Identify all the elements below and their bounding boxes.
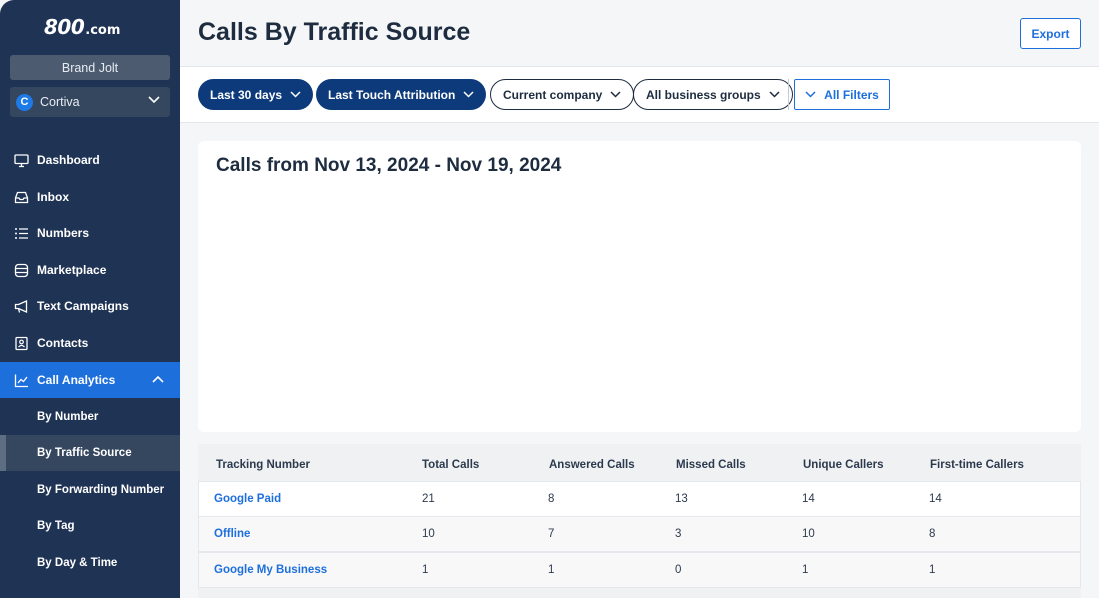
unique-callers-cell: 1	[802, 564, 809, 576]
total-calls-cell: 10	[422, 528, 435, 540]
megaphone-icon	[14, 300, 28, 313]
sidebar: 800 .com Brand Jolt C Cortiva Dashboard …	[0, 0, 180, 598]
first-time-callers-cell: 1	[929, 564, 936, 576]
sub-nav-label: By Number	[37, 411, 99, 423]
nav-item-marketplace[interactable]: Marketplace	[0, 252, 180, 288]
logo-main: 800	[44, 15, 85, 39]
answered-calls-cell: 7	[548, 528, 555, 540]
column-header[interactable]: Tracking Number	[216, 459, 310, 471]
table-row: Google My Business 1 1 0 1 1	[198, 552, 1081, 588]
logo-suffix: .com	[85, 23, 121, 38]
tracking-number-link[interactable]: Google My Business	[214, 564, 328, 576]
nav-item-numbers[interactable]: Numbers	[0, 215, 180, 251]
sub-nav-by-tag[interactable]: By Tag	[0, 508, 180, 544]
column-header[interactable]: Answered Calls	[549, 459, 635, 471]
company-avatar: C	[16, 93, 33, 111]
sub-nav-label: By Traffic Source	[37, 447, 132, 459]
sub-nav-by-forwarding-number[interactable]: By Forwarding Number	[0, 472, 180, 508]
page-header: Calls By Traffic Source Export	[180, 0, 1099, 67]
inbox-icon	[14, 191, 29, 204]
brand-selector[interactable]: Brand Jolt	[10, 55, 170, 80]
nav-label: Numbers	[37, 226, 90, 240]
unique-callers-cell: 14	[802, 493, 815, 505]
missed-calls-cell: 3	[675, 528, 682, 540]
table-row: Offline 10 7 3 10 8	[198, 516, 1081, 552]
first-time-callers-cell: 14	[929, 493, 942, 505]
attribution-filter[interactable]: Last Touch Attribution	[316, 79, 487, 110]
nav-label: Dashboard	[37, 153, 100, 167]
sub-nav-label: By Day & Time	[37, 557, 118, 569]
chevron-down-icon	[805, 91, 816, 98]
sub-nav-by-number[interactable]: By Number	[0, 399, 180, 435]
tracking-number-link[interactable]: Google Paid	[214, 493, 282, 505]
column-header[interactable]: Total Calls	[422, 459, 480, 471]
sub-nav-by-traffic-source[interactable]: By Traffic Source	[0, 435, 180, 471]
all-filters-label: All Filters	[824, 87, 879, 102]
list-icon	[15, 228, 28, 239]
nav-label: Marketplace	[37, 263, 107, 277]
chevron-down-icon	[290, 91, 301, 98]
attribution-label: Last Touch Attribution	[328, 87, 456, 102]
business-groups-filter[interactable]: All business groups	[633, 79, 793, 110]
answered-calls-cell: 8	[548, 493, 555, 505]
sub-nav-label: By Tag	[37, 520, 75, 532]
sub-nav-label: By Forwarding Number	[37, 484, 165, 496]
nav-label: Contacts	[37, 336, 89, 350]
filter-bar: Last 30 days Last Touch Attribution Curr…	[180, 67, 1099, 123]
column-header[interactable]: Missed Calls	[676, 459, 746, 471]
brand-label: Brand Jolt	[61, 60, 119, 75]
chart-title: Calls from Nov 13, 2024 - Nov 19, 2024	[216, 155, 562, 176]
database-icon	[14, 263, 29, 278]
company-filter[interactable]: Current company	[490, 79, 635, 110]
first-time-callers-cell: 8	[929, 528, 936, 540]
chevron-down-icon	[769, 91, 780, 98]
total-calls-cell: 21	[422, 493, 435, 505]
chevron-down-icon	[463, 91, 474, 98]
column-header[interactable]: Unique Callers	[803, 459, 884, 471]
traffic-source-table: Tracking Number Total Calls Answered Cal…	[198, 444, 1081, 598]
sub-nav-by-day-time[interactable]: By Day & Time	[0, 545, 180, 581]
date-range-filter[interactable]: Last 30 days	[198, 79, 314, 110]
export-button[interactable]: Export	[1020, 18, 1081, 49]
total-calls-cell: 1	[422, 564, 429, 576]
all-filters-button[interactable]: All Filters	[794, 79, 890, 110]
nav-item-call-analytics[interactable]: Call Analytics	[0, 362, 180, 398]
nav-label: Inbox	[37, 190, 69, 204]
chevron-up-icon[interactable]	[152, 375, 164, 383]
filter-divider	[788, 79, 789, 110]
chevron-down-icon	[610, 91, 621, 98]
company-name: Cortiva	[40, 95, 80, 109]
monitor-icon	[14, 154, 29, 168]
chevron-down-icon	[148, 96, 160, 104]
company-filter-label: Current company	[503, 87, 603, 102]
nav-label: Text Campaigns	[37, 299, 129, 313]
nav-item-dashboard[interactable]: Dashboard	[0, 142, 180, 178]
column-header[interactable]: First-time Callers	[930, 459, 1024, 471]
nav-item-inbox[interactable]: Inbox	[0, 179, 180, 215]
nav-item-text-campaigns[interactable]: Text Campaigns	[0, 288, 180, 324]
line-chart-icon	[14, 374, 28, 388]
company-selector[interactable]: C Cortiva	[10, 87, 170, 117]
date-range-label: Last 30 days	[210, 87, 283, 102]
missed-calls-cell: 0	[675, 564, 682, 576]
logo[interactable]: 800 .com	[44, 15, 136, 41]
nav-item-contacts[interactable]: Contacts	[0, 325, 180, 361]
unique-callers-cell: 10	[802, 528, 815, 540]
calls-chart-card: Calls from Nov 13, 2024 - Nov 19, 2024	[198, 141, 1081, 432]
nav-label: Call Analytics	[37, 373, 116, 387]
missed-calls-cell: 13	[675, 493, 688, 505]
page-title: Calls By Traffic Source	[198, 18, 471, 46]
table-row: Google Paid 21 8 13 14 14	[198, 481, 1081, 517]
tracking-number-link[interactable]: Offline	[214, 528, 251, 540]
business-groups-label: All business groups	[646, 87, 761, 102]
contact-card-icon	[15, 336, 28, 351]
answered-calls-cell: 1	[548, 564, 555, 576]
